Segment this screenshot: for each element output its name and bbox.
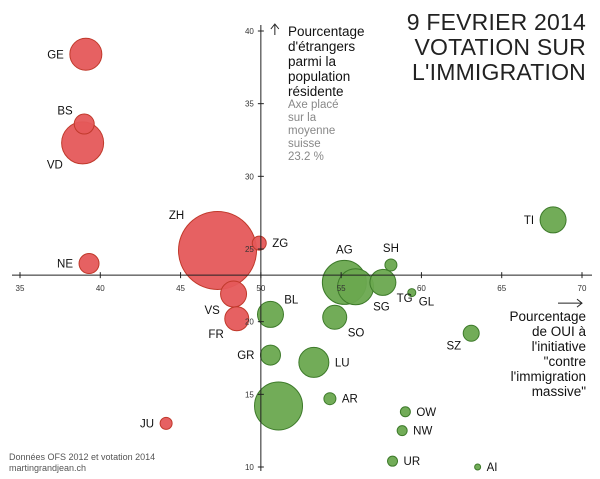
- point-label-bs: BS: [57, 106, 73, 118]
- x-axis-label-line: de OUI à: [531, 324, 586, 339]
- point-label-bl: BL: [284, 295, 299, 307]
- bubble-so: [322, 304, 348, 330]
- point-label-sh: SH: [383, 243, 399, 255]
- y-axis-note-line: sur la: [288, 112, 317, 124]
- bubble-lu: [298, 346, 330, 378]
- point-label-ne: NE: [57, 259, 73, 271]
- title-line: VOTATION SUR: [414, 34, 586, 60]
- x-tick-label: 35: [16, 284, 25, 293]
- point-label-nw: NW: [413, 426, 432, 438]
- x-axis-label: Pourcentage de OUI à l'initiative "contr…: [509, 309, 586, 399]
- bubble-ow: [399, 406, 411, 418]
- bubble-bl: [256, 300, 284, 328]
- x-tick-label: 50: [256, 284, 265, 293]
- title-line: 9 FEVRIER 2014: [406, 9, 586, 35]
- bubble-bs: [73, 113, 95, 135]
- y-tick-label: 15: [245, 390, 254, 399]
- x-axis-label-line: l'immigration: [510, 369, 586, 384]
- x-tick-label: 40: [96, 284, 105, 293]
- y-axis-label: Pourcentage d'étrangers parmi la populat…: [288, 24, 365, 99]
- point-label-sg: SG: [373, 301, 390, 313]
- bubble-be: [254, 381, 304, 431]
- chart-title: 9 FEVRIER 2014 VOTATION SUR L'IMMIGRATIO…: [407, 10, 586, 85]
- x-axis-label-line: "contre: [543, 354, 586, 369]
- bubble-ar: [323, 392, 337, 406]
- y-axis-label-line: d'étrangers: [288, 39, 356, 54]
- x-axis-label-line: l'initiative: [531, 339, 586, 354]
- y-axis-label-line: parmi la: [288, 54, 337, 69]
- y-axis-label-line: Pourcentage: [288, 24, 365, 39]
- point-label-lu: LU: [335, 357, 350, 369]
- bubble-zh: [178, 210, 258, 290]
- source-line: Données OFS 2012 et votation 2014: [9, 452, 156, 462]
- point-label-ar: AR: [342, 394, 358, 406]
- bubble-ti: [539, 206, 567, 234]
- bubble-vs: [220, 280, 248, 308]
- bubble-ju: [159, 416, 173, 430]
- y-tick-label: 40: [245, 27, 254, 36]
- point-label-zg: ZG: [272, 238, 288, 250]
- x-tick-label: 65: [497, 284, 506, 293]
- point-label-ow: OW: [416, 407, 436, 419]
- source-note: Données OFS 2012 et votation 2014 martin…: [9, 452, 155, 474]
- point-label-ag: AG: [336, 244, 353, 256]
- point-label-vd: VD: [47, 160, 63, 172]
- y-axis-note-line: Axe placé: [288, 99, 339, 111]
- bubble-ai: [474, 463, 482, 471]
- y-tick-label: 10: [245, 463, 254, 472]
- bubble-zg: [251, 235, 267, 251]
- x-tick-label: 60: [417, 284, 426, 293]
- x-axis-label-line: massive": [531, 384, 586, 399]
- bubble-ur: [387, 455, 399, 467]
- point-label-ai: AI: [487, 462, 498, 474]
- point-label-ge: GE: [47, 49, 64, 61]
- y-axis-note-line: moyenne: [288, 125, 336, 137]
- x-tick-label: 70: [578, 284, 587, 293]
- point-label-zh: ZH: [169, 210, 184, 222]
- x-tick-label: 45: [176, 284, 185, 293]
- bubble-fr: [224, 306, 250, 332]
- point-label-so: SO: [348, 327, 365, 339]
- point-label-ti: TI: [524, 215, 534, 227]
- y-tick-label: 30: [245, 172, 254, 181]
- y-arrow-icon: [270, 23, 280, 35]
- bubble-sh: [384, 258, 398, 272]
- bubble-ne: [78, 253, 100, 275]
- point-label-ju: JU: [140, 418, 154, 430]
- point-label-tg: TG: [397, 293, 413, 305]
- y-axis-label-line: population: [288, 69, 351, 84]
- y-tick-label: 35: [245, 100, 254, 109]
- x-tick-label: 55: [337, 284, 346, 293]
- x-arrow-icon: [558, 298, 583, 308]
- source-line: martingrandjean.ch: [9, 463, 87, 473]
- bubble-nw: [396, 425, 408, 437]
- point-label-gl: GL: [419, 297, 435, 309]
- title-line: L'IMMIGRATION: [412, 59, 586, 85]
- point-label-gr: GR: [237, 350, 254, 362]
- x-axis-label-line: Pourcentage: [509, 309, 586, 324]
- point-label-ur: UR: [404, 456, 421, 468]
- point-label-sz: SZ: [447, 340, 462, 352]
- bubble-sz: [462, 324, 480, 342]
- y-tick-label: 20: [245, 318, 254, 327]
- point-label-fr: FR: [208, 329, 223, 341]
- y-axis-label-line: résidente: [288, 84, 344, 99]
- bubble-ge: [69, 37, 103, 71]
- y-axis-note-line: suisse: [288, 138, 321, 150]
- bubble-gr: [259, 344, 281, 366]
- bubble-tg: [369, 268, 397, 296]
- y-axis-note: Axe placé sur la moyenne suisse 23.2 %: [288, 99, 339, 164]
- y-tick-label: 25: [245, 245, 254, 254]
- bubble-gl: [407, 288, 417, 298]
- y-axis-note-line: 23.2 %: [288, 151, 324, 163]
- point-label-vs: VS: [204, 305, 220, 317]
